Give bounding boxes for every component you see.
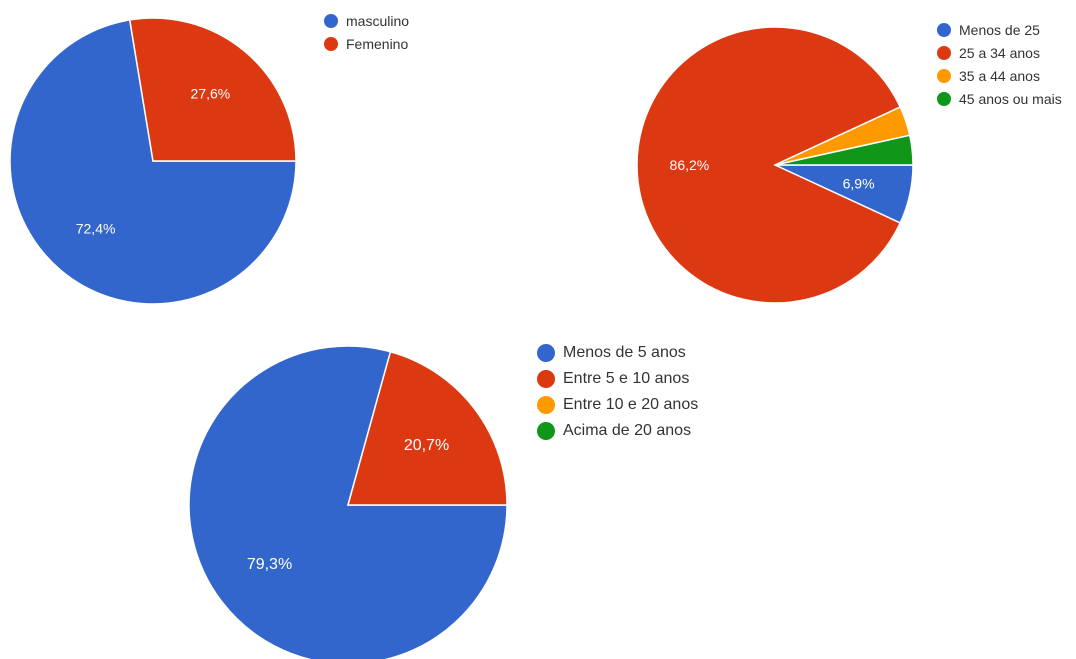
pie-chart-gender: 72,4% 27,6% bbox=[9, 17, 297, 305]
legend-item-2-2: Entre 10 e 20 anos bbox=[537, 392, 737, 418]
legend-item-2-3: Acima de 20 anos bbox=[537, 418, 737, 444]
legend-marker-icon bbox=[324, 14, 338, 28]
legend-item-1-2: 35 a 44 anos bbox=[937, 66, 1076, 87]
pie-slice-label-0-1: 27,6% bbox=[191, 85, 231, 101]
legend-gender: masculino Femenino bbox=[324, 11, 524, 57]
pie-slice-label-1-1: 86,2% bbox=[670, 157, 710, 173]
pie-slice-1-3 bbox=[774, 134, 914, 166]
legend-label: masculino bbox=[346, 13, 410, 29]
legend-item-0-0: masculino bbox=[324, 11, 524, 32]
legend-marker-icon bbox=[537, 344, 555, 362]
legend-label: 35 a 44 anos bbox=[959, 68, 1040, 84]
pie-slice-label-0-0: 72,4% bbox=[76, 221, 116, 237]
legend-item-2-0: Menos de 5 anos bbox=[537, 340, 737, 366]
pie-slice-label-1-0: 6,9% bbox=[843, 175, 875, 191]
pie-slice-label-2-0: 79,3% bbox=[247, 556, 292, 573]
legend-item-0-1: Femenino bbox=[324, 34, 524, 55]
legend-label: Entre 10 e 20 anos bbox=[563, 396, 699, 413]
legend-marker-icon bbox=[537, 370, 555, 388]
legend-marker-icon bbox=[537, 396, 555, 414]
legend-marker-icon bbox=[324, 37, 338, 51]
legend-label: Menos de 5 anos bbox=[563, 344, 686, 361]
legend-label: Menos de 25 bbox=[959, 22, 1040, 38]
legend-marker-icon bbox=[937, 23, 951, 37]
legend-age: Menos de 25 25 a 34 anos 35 a 44 anos 45 an… bbox=[937, 20, 1076, 112]
legend-label: Entre 5 e 10 anos bbox=[563, 370, 690, 387]
legend-item-1-3: 45 anos ou mais bbox=[937, 89, 1076, 110]
legend-item-1-0: Menos de 25 bbox=[937, 20, 1076, 41]
legend-marker-icon bbox=[537, 422, 555, 440]
legend-label: 45 anos ou mais bbox=[959, 91, 1062, 107]
pie-slice-0-0 bbox=[9, 19, 297, 305]
pie-slice-0-1 bbox=[128, 17, 297, 162]
pie-chart-experience: 79,3% 20,7% bbox=[188, 345, 508, 659]
legend-marker-icon bbox=[937, 92, 951, 106]
legend-label: Femenino bbox=[346, 36, 409, 52]
legend-item-2-1: Entre 5 e 10 anos bbox=[537, 366, 737, 392]
pie-slice-label-2-1: 20,7% bbox=[404, 437, 449, 454]
legend-experience: Menos de 5 anos Entre 5 e 10 anos Entre 10… bbox=[537, 340, 737, 444]
legend-label: 25 a 34 anos bbox=[959, 45, 1040, 61]
legend-marker-icon bbox=[937, 69, 951, 83]
legend-marker-icon bbox=[937, 46, 951, 60]
legend-label: Acima de 20 anos bbox=[563, 422, 692, 439]
pie-slice-1-1 bbox=[636, 26, 902, 304]
pie-slice-2-1 bbox=[347, 350, 508, 506]
legend-item-1-1: 25 a 34 anos bbox=[937, 43, 1076, 64]
pie-chart-age: 6,9% 86,2% bbox=[636, 26, 914, 304]
